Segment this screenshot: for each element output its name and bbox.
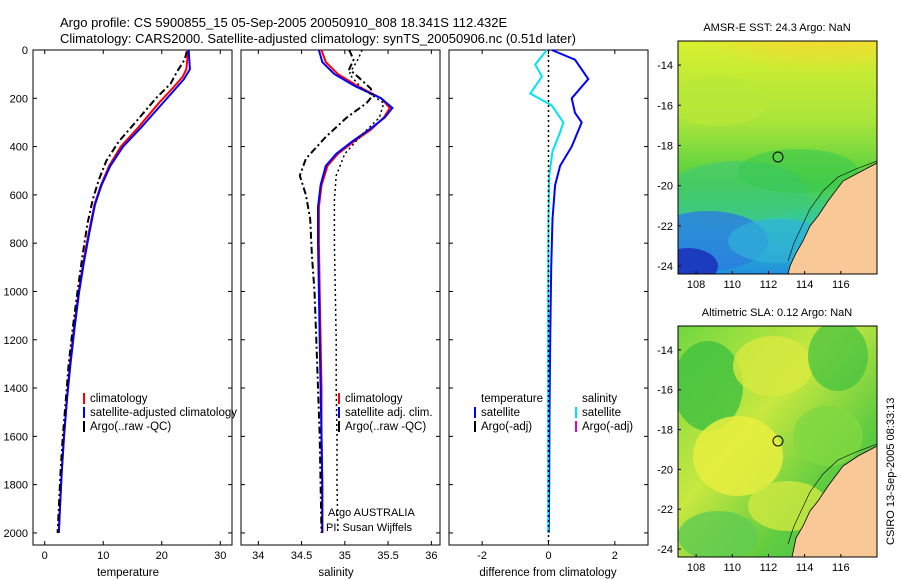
salinity-axes-box — [240, 49, 441, 546]
sst-map-panel: AMSR-E SST: 24.3 Argo: NaN 108 110 112 114 1… — [657, 22, 878, 291]
sla-map-title: Altimetric SLA: 0.12 Argo: NaN — [702, 307, 852, 319]
x-tick-label: 20 — [156, 550, 168, 562]
map-y-tick-label: -22 — [657, 221, 673, 233]
sst-profile-marker — [772, 151, 784, 163]
series-line-satellite-adj-clim- — [317, 49, 394, 533]
map-x-tick-label: 116 — [832, 562, 850, 574]
y-tick-label: 1400 — [4, 383, 28, 395]
figure-title-line2: Climatology: CARS2000. Satellite-adjuste… — [60, 31, 576, 46]
sst-heatmap — [678, 41, 877, 274]
temperature-ticks: 0 10 20 30 0 200 400 600 800 1000 1200 1400 1600 1800… — [4, 45, 232, 562]
y-tick-label: 400 — [10, 142, 28, 154]
temperature-series — [56, 49, 191, 533]
legend-label-satellite: satellite adj. clim. — [345, 407, 433, 419]
map-y-tick-label: -16 — [657, 385, 673, 397]
difference-panel: -2 0 2 difference from climatology tempera… — [448, 49, 649, 579]
x-tick-label: 35.5 — [377, 550, 398, 562]
map-x-tick-label: 110 — [723, 562, 741, 574]
series-line-argo-raw-qc- — [56, 50, 188, 533]
map-x-tick-label: 108 — [687, 279, 705, 291]
figure-title-line1: Argo profile: CS 5900855_15 05-Sep-2005 … — [60, 15, 508, 30]
map-y-tick-label: -16 — [657, 100, 673, 112]
map-y-tick-label: -20 — [657, 181, 673, 193]
legend-label-climatology: climatology — [90, 393, 148, 405]
legend-label-climatology: climatology — [345, 393, 403, 405]
salinity-xlabel: salinity — [318, 567, 353, 579]
map-y-tick-label: -22 — [657, 504, 673, 516]
map-y-tick-label: -20 — [657, 464, 673, 476]
x-tick-label: -2 — [477, 550, 487, 562]
temperature-xlabel: temperature — [97, 567, 159, 579]
y-tick-label: 1000 — [4, 286, 28, 298]
legend-label-argo: Argo(..raw -QC) — [345, 421, 426, 433]
sst-axes-box — [677, 40, 878, 275]
y-tick-label: 200 — [10, 93, 28, 105]
map-y-tick-label: -24 — [657, 261, 673, 273]
difference-ticks: -2 0 2 — [449, 49, 648, 562]
map-y-tick-label: -18 — [657, 140, 673, 152]
x-tick-label: 30 — [214, 550, 226, 562]
x-tick-label: 34 — [252, 550, 264, 562]
sla-profile-marker — [772, 435, 784, 447]
annotation-argo-australia: Argo AUSTRALIA — [328, 507, 415, 519]
salinity-panel: 34 34.5 35 35.5 36 salinity climatology sate… — [240, 49, 441, 579]
temperature-axes-box — [32, 49, 233, 546]
sst-map-title: AMSR-E SST: 24.3 Argo: NaN — [703, 22, 850, 34]
difference-xlabel: difference from climatology — [479, 567, 616, 579]
x-tick-label: 10 — [97, 550, 109, 562]
map-x-tick-label: 112 — [760, 279, 778, 291]
series-line-temperature-satellite — [547, 49, 590, 533]
y-tick-label: 800 — [10, 238, 28, 250]
y-tick-label: 1600 — [4, 431, 28, 443]
temperature-panel: 0 10 20 30 0 200 400 600 800 1000 1200 1400 1600 1800… — [4, 45, 238, 579]
y-tick-label: 1800 — [4, 480, 28, 492]
series-line-argo-raw-qc- — [298, 49, 374, 533]
map-x-tick-label: 114 — [796, 562, 814, 574]
map-x-tick-label: 112 — [760, 562, 778, 574]
annotation-pi: PI: Susan Wijffels — [326, 522, 412, 534]
salinity-legend: climatology satellite adj. clim. Argo(..… — [338, 393, 433, 433]
map-y-tick-label: -18 — [657, 425, 673, 437]
sst-ticks: 108 110 112 114 116 -14 -16 -18 -20 -22 -24 — [657, 60, 849, 291]
legend-header-temperature: temperature — [481, 393, 543, 405]
map-y-tick-label: -14 — [657, 60, 673, 72]
difference-series — [528, 49, 590, 545]
y-tick-label: 0 — [22, 45, 28, 57]
series-line-dotted — [333, 49, 385, 533]
x-tick-label: 36 — [425, 550, 437, 562]
x-tick-label: 0 — [42, 550, 48, 562]
x-tick-label: 35 — [339, 550, 351, 562]
legend-label-sal-argo: Argo(-adj) — [582, 421, 633, 433]
sla-ticks: 108 110 112 114 116 -14 -16 -18 -20 -22 -24 — [657, 345, 849, 574]
side-timestamp-label: CSIRO 13-Sep-2005 08:33:13 — [885, 398, 897, 545]
salinity-ticks: 34 34.5 35 35.5 36 — [241, 49, 440, 562]
sla-axes-box — [677, 325, 878, 558]
legend-label-satellite: satellite-adjusted climatology — [90, 407, 237, 419]
x-tick-label: 34.5 — [291, 550, 312, 562]
y-tick-label: 1200 — [4, 335, 28, 347]
sla-heatmap — [678, 326, 877, 557]
map-x-tick-label: 114 — [796, 279, 814, 291]
series-line-satellite-adjusted-climatology — [57, 49, 191, 533]
map-y-tick-label: -24 — [657, 544, 673, 556]
legend-label-temp-satellite: satellite — [481, 407, 520, 419]
salinity-series — [298, 49, 394, 533]
map-x-tick-label: 116 — [832, 279, 850, 291]
y-tick-label: 600 — [10, 190, 28, 202]
temperature-legend: climatology satellite-adjusted climatolo… — [83, 393, 237, 433]
legend-header-salinity: salinity — [582, 393, 617, 405]
map-y-tick-label: -14 — [657, 345, 673, 357]
sla-map-panel: Altimetric SLA: 0.12 Argo: NaN 108 110 112… — [657, 307, 878, 574]
x-tick-label: 0 — [545, 550, 551, 562]
y-tick-label: 2000 — [4, 528, 28, 540]
series-line-salinity-satellite — [528, 49, 565, 533]
legend-label-temp-argo: Argo(-adj) — [481, 421, 532, 433]
legend-label-argo: Argo(..raw -QC) — [90, 421, 171, 433]
legend-label-sal-satellite: satellite — [582, 407, 621, 419]
map-x-tick-label: 108 — [687, 562, 705, 574]
difference-legend: temperature satellite Argo(-adj) salinit… — [474, 393, 633, 433]
map-x-tick-label: 110 — [723, 279, 741, 291]
x-tick-label: 2 — [612, 550, 618, 562]
